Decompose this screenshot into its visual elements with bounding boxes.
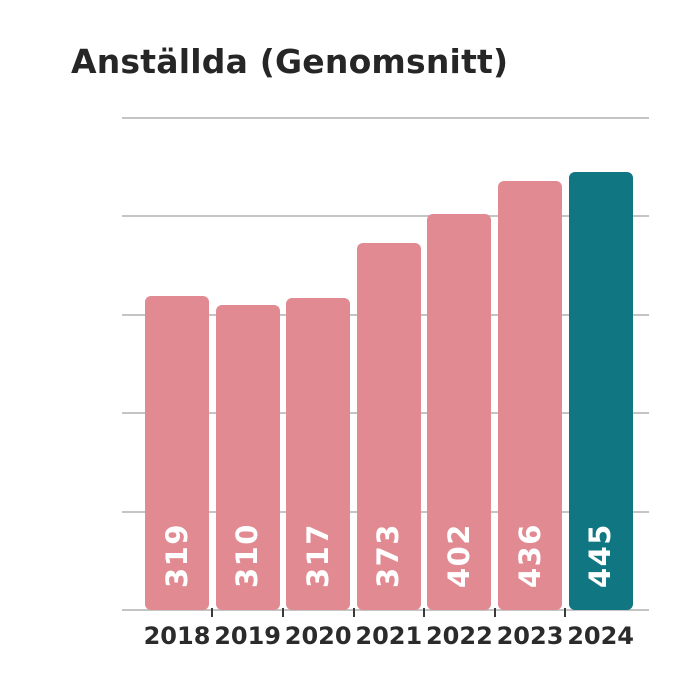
bar-2018: 319 xyxy=(145,296,209,610)
x-axis-label-2018: 2018 xyxy=(143,622,211,650)
x-axis-tick xyxy=(423,608,426,617)
x-axis-label-2022: 2022 xyxy=(425,622,493,650)
x-axis-line xyxy=(122,609,649,611)
bar-value-label-2024: 445 xyxy=(583,522,618,588)
x-axis-label-2020: 2020 xyxy=(284,622,352,650)
gridline-400 xyxy=(122,215,649,218)
bar-2020: 317 xyxy=(286,298,351,610)
bar-value-label-2018: 319 xyxy=(159,522,194,588)
x-axis-label-2023: 2023 xyxy=(496,622,564,650)
bar-2024: 445 xyxy=(568,172,633,610)
bar-2022: 402 xyxy=(427,214,492,610)
bar-2019: 310 xyxy=(215,304,280,610)
x-axis-tick xyxy=(564,608,567,617)
bar-value-label-2023: 436 xyxy=(512,522,547,588)
x-axis-tick xyxy=(211,608,214,617)
bar-value-label-2019: 310 xyxy=(230,522,265,588)
x-axis-label-2021: 2021 xyxy=(355,622,423,650)
gridline-500 xyxy=(122,117,649,119)
plot-area: 319 310 317 373 402 436 445 xyxy=(122,117,649,617)
bar-value-label-2022: 402 xyxy=(441,522,476,588)
chart-title: Anställda (Genomsnitt) xyxy=(71,42,509,81)
x-axis-tick xyxy=(281,608,284,617)
bar-value-label-2021: 373 xyxy=(371,522,406,588)
x-axis-label-2024: 2024 xyxy=(567,622,634,650)
x-axis-label-2019: 2019 xyxy=(214,622,281,650)
bar-value-label-2020: 317 xyxy=(300,522,335,588)
bar-2023: 436 xyxy=(498,180,562,610)
x-axis-tick xyxy=(493,608,496,617)
x-axis-tick xyxy=(352,608,355,617)
bar-2021: 373 xyxy=(356,242,421,610)
